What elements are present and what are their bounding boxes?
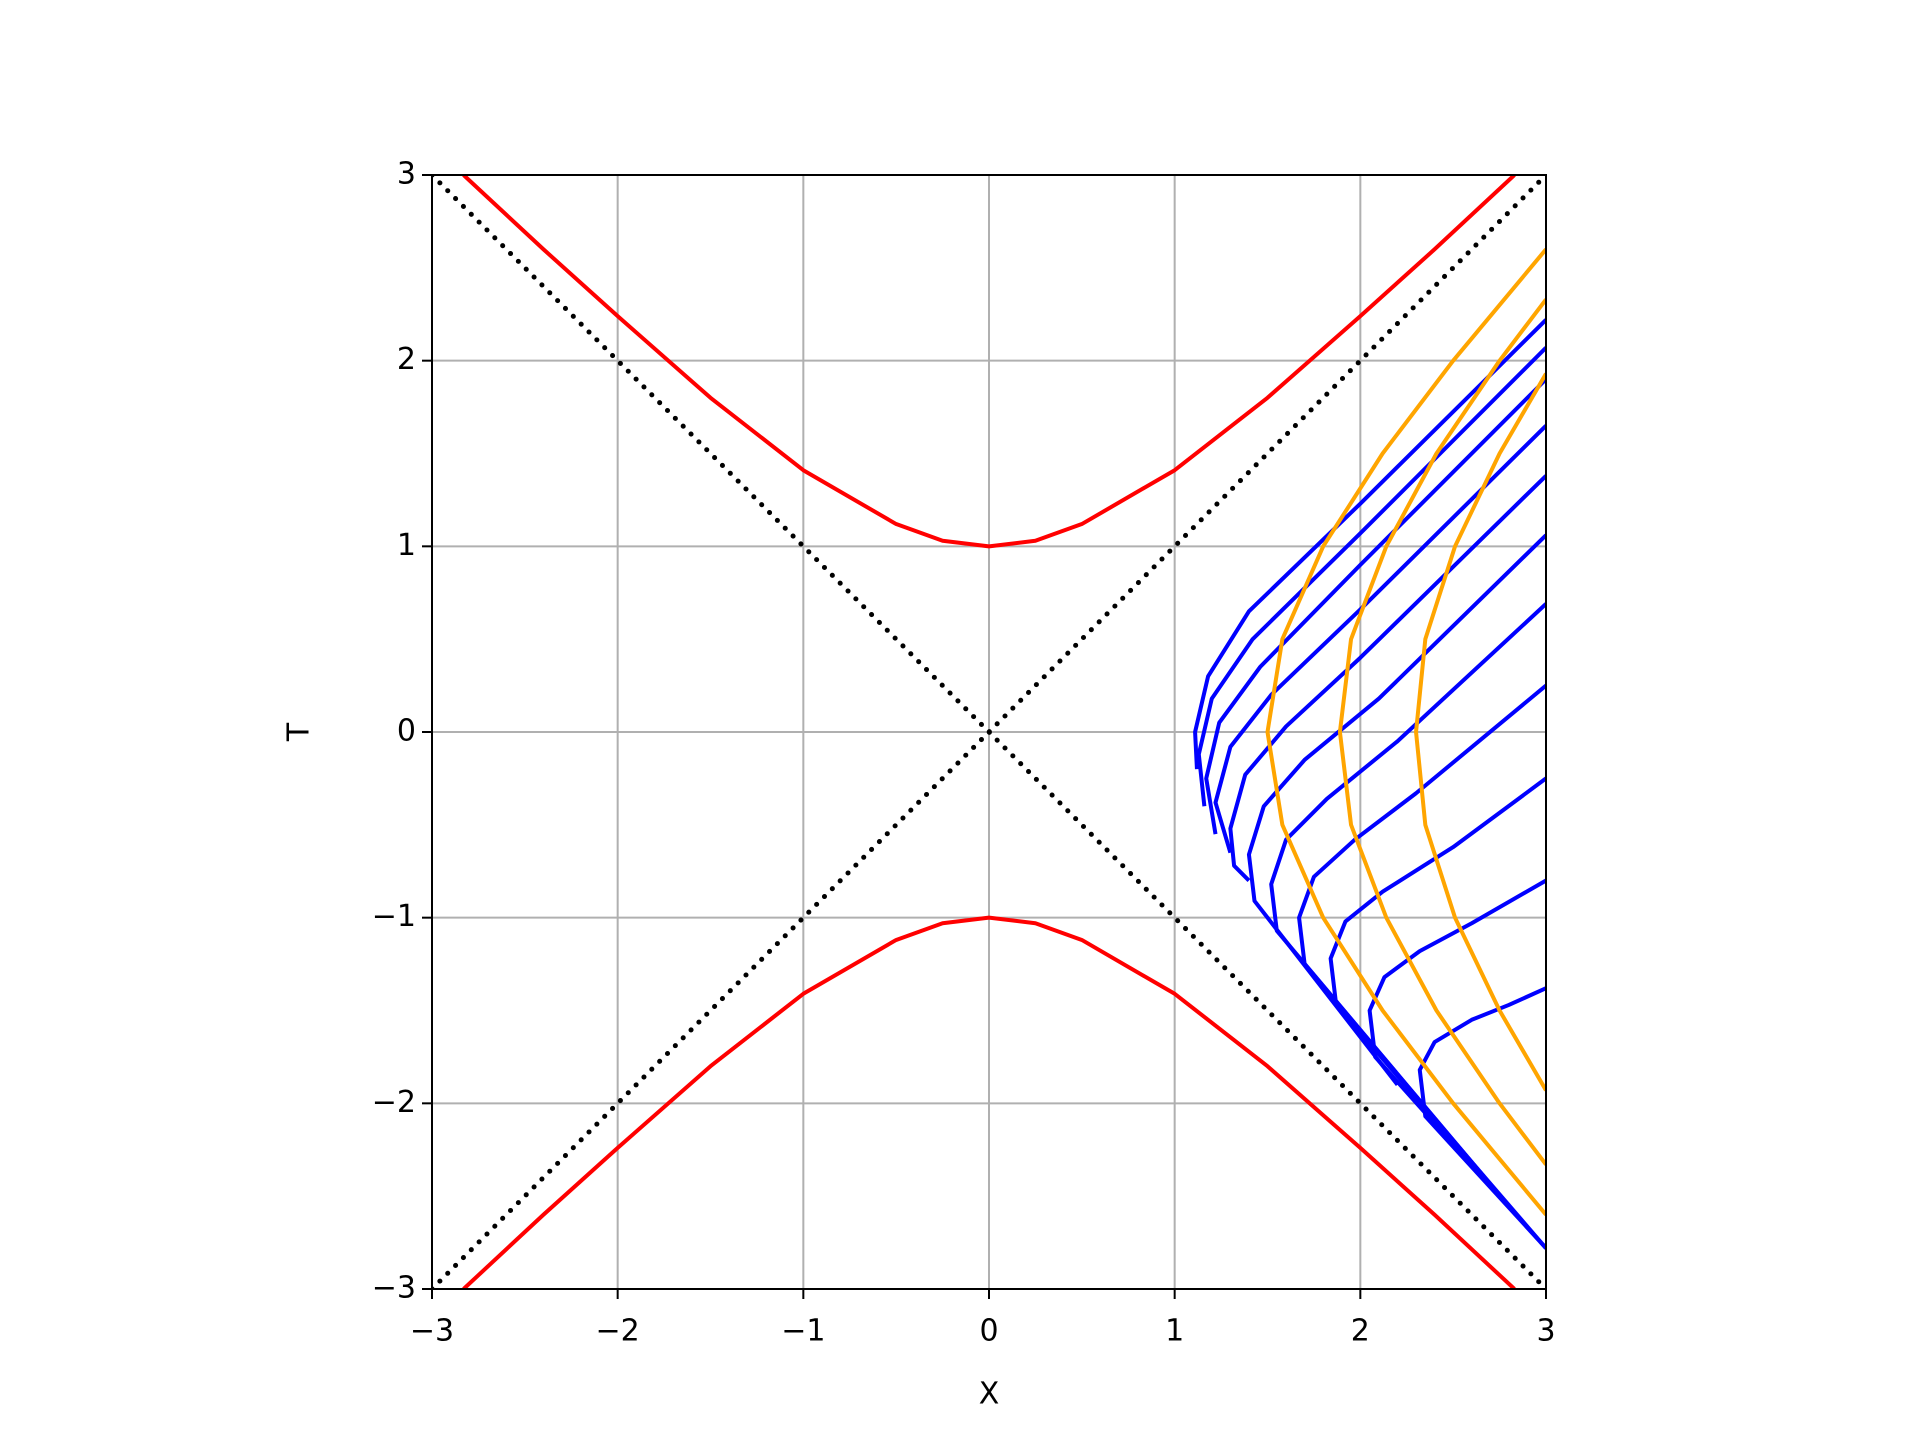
worldline: [1213, 424, 1546, 854]
x-tick-label: 2: [1351, 1314, 1370, 1349]
x-tick-label: 0: [979, 1314, 998, 1349]
y-tick-label: −1: [372, 899, 416, 934]
worldline: [1196, 346, 1546, 807]
x-tick-label: 3: [1536, 1314, 1555, 1349]
worldline: [1328, 776, 1546, 1250]
y-tick-label: 0: [397, 714, 416, 749]
worldline: [1269, 602, 1546, 1179]
y-tick-label: 2: [397, 342, 416, 377]
worldline: [1265, 247, 1546, 1217]
worldline: [462, 175, 1516, 549]
worldline: [1228, 474, 1546, 882]
x-tick-label: 1: [1165, 1314, 1184, 1349]
y-tick-label: 1: [397, 528, 416, 563]
worldline: [1246, 533, 1546, 1086]
ticks: −3 −2 −1 0 1 2 3 −3 −2 −1 0 1 2 3: [372, 157, 1556, 1349]
worldline: [1193, 318, 1546, 770]
y-tick-label: 3: [397, 157, 416, 192]
worldline: [1367, 878, 1546, 1250]
x-axis-label: X: [979, 1377, 1000, 1412]
x-tick-label: −1: [781, 1314, 825, 1349]
y-tick-label: −3: [372, 1271, 416, 1306]
y-axis-label: T: [282, 722, 317, 742]
worldline: [1337, 298, 1546, 1166]
worldline: [1417, 986, 1546, 1250]
x-tick-label: −2: [596, 1314, 640, 1349]
worldline: [462, 915, 1516, 1289]
worldline: [1414, 372, 1546, 1092]
y-tick-label: −2: [372, 1085, 416, 1120]
worldline: [1297, 684, 1546, 1179]
plot-area: [432, 175, 1546, 1289]
light-cone-line: [432, 175, 1546, 1289]
x-tick-label: −3: [410, 1314, 454, 1349]
